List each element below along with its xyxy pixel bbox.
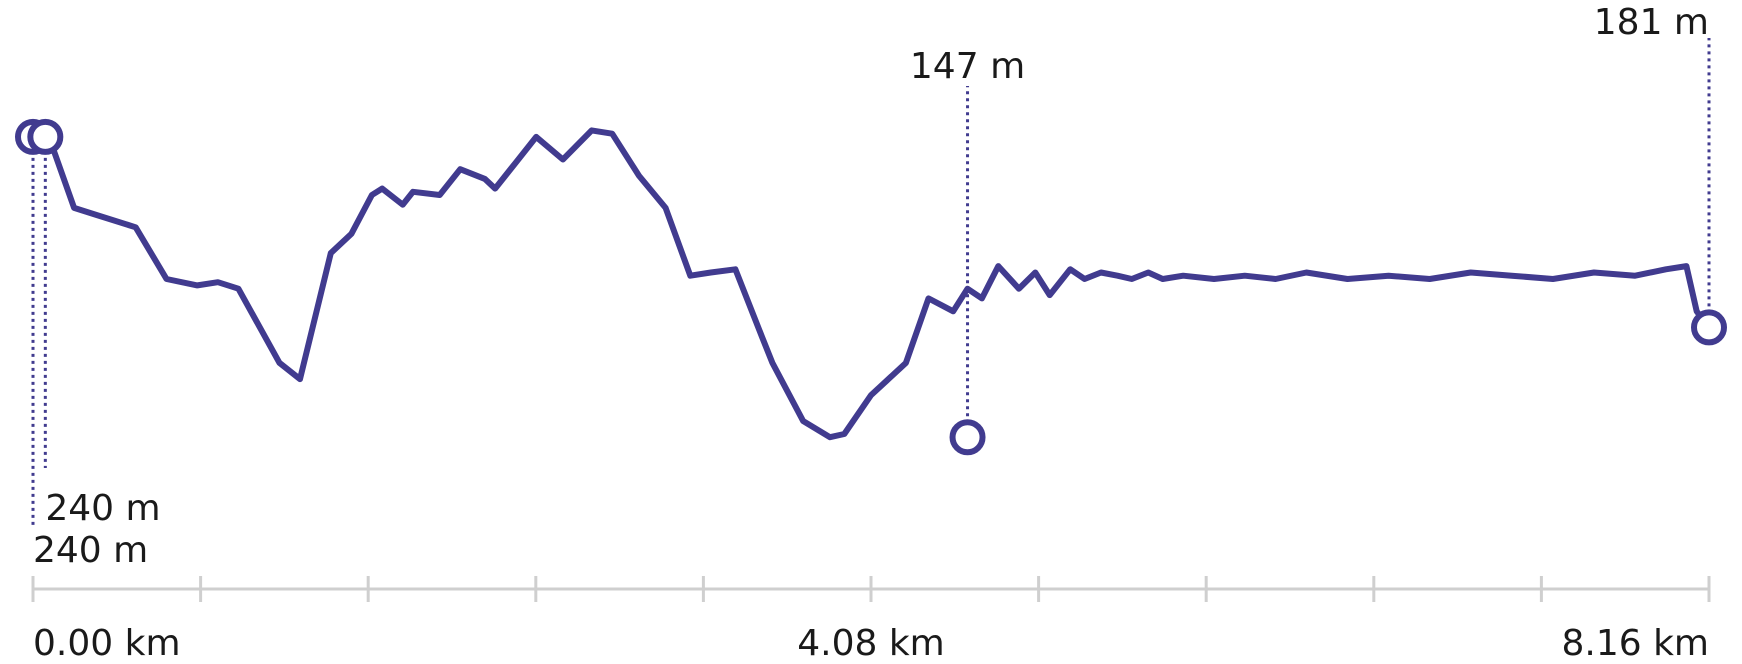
- x-axis-ticks: [31, 576, 1711, 602]
- elevation-marker: [27, 118, 64, 155]
- marker-label: 147 m: [910, 46, 1025, 87]
- marker-leader-lines: [31, 38, 1711, 528]
- x-tick-label: 8.16 km: [1561, 623, 1709, 664]
- elevation-markers: [15, 118, 1727, 456]
- elevation-marker: [949, 419, 986, 456]
- marker-label: 181 m: [1594, 2, 1709, 43]
- elevation-marker: [1691, 309, 1727, 346]
- marker-label: 240 m: [45, 488, 160, 529]
- marker-label: 240 m: [33, 530, 148, 571]
- elevation-line: [30, 127, 1712, 441]
- x-tick-label: 4.08 km: [797, 623, 945, 664]
- x-tick-label: 0.00 km: [33, 623, 181, 664]
- x-axis-tick-labels: 0.00 km 4.08 km 8.16 km: [33, 623, 1709, 664]
